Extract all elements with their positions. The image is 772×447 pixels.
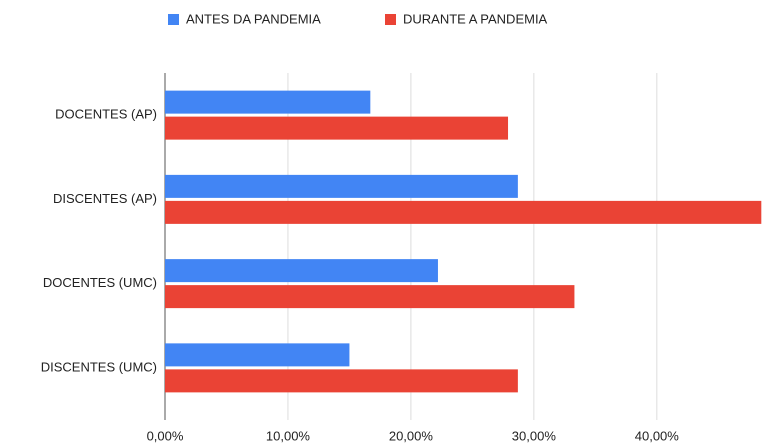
y-tick-label: DISCENTES (UMC): [41, 359, 157, 374]
bar: [165, 369, 518, 393]
legend-label: DURANTE A PANDEMIA: [403, 11, 548, 26]
bar: [165, 90, 371, 114]
bar: [165, 343, 350, 367]
bar: [165, 259, 438, 283]
bar: [165, 116, 509, 140]
y-tick-label: DOCENTES (AP): [55, 107, 157, 122]
legend-swatch: [168, 14, 179, 25]
x-tick-label: 10,00%: [266, 428, 311, 443]
bar: [165, 200, 762, 224]
legend-swatch: [385, 14, 396, 25]
y-tick-label: DISCENTES (AP): [53, 191, 157, 206]
bar: [165, 285, 575, 309]
x-tick-label: 30,00%: [512, 428, 557, 443]
x-tick-label: 40,00%: [635, 428, 680, 443]
x-tick-label: 0,00%: [147, 428, 184, 443]
legend-label: ANTES DA PANDEMIA: [186, 11, 321, 26]
y-tick-label: DOCENTES (UMC): [43, 275, 157, 290]
bar: [165, 174, 518, 198]
x-tick-label: 20,00%: [389, 428, 434, 443]
